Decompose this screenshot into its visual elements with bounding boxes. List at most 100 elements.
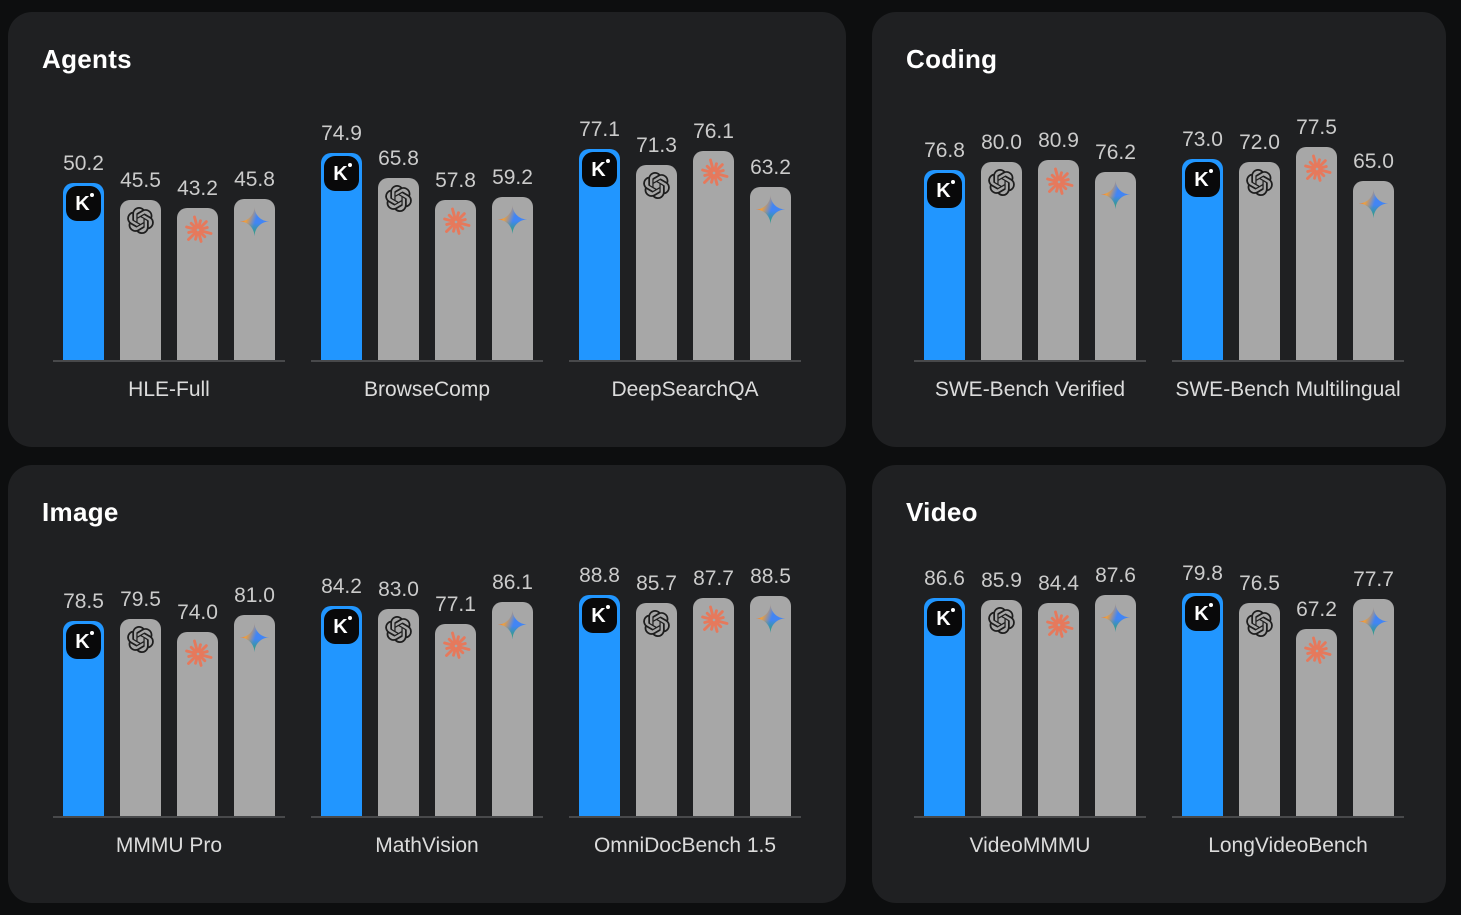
kimi-k-badge-icon: K xyxy=(927,173,962,208)
benchmark-group: 77.1 K 71.3 76.1 63.2 DeepSearchQA xyxy=(569,118,801,402)
benchmark-label: MMMU Pro xyxy=(115,834,223,857)
bar-with-value: 76.5 xyxy=(1239,572,1280,816)
gemini-bar xyxy=(492,197,533,360)
kimi-badge: K xyxy=(324,156,359,191)
agents-panel: Agents 50.2 K 45.5 43.2 45.8 HLE-Full 74.9 K 65.… xyxy=(8,12,846,447)
kimi-dot xyxy=(951,180,955,184)
bar-with-value: 86.1 xyxy=(492,571,533,816)
kimi-badge: K xyxy=(324,609,359,644)
bar-value-label: 43.2 xyxy=(177,177,218,200)
gemini-bar xyxy=(750,187,791,360)
bar-value-label: 65.0 xyxy=(1353,150,1394,173)
bar-with-value: 85.9 xyxy=(981,569,1022,816)
panel-title-video: Video xyxy=(906,497,978,527)
bar-with-value: 86.6 K xyxy=(924,567,965,816)
kimi-bar: K xyxy=(63,183,104,360)
claude-starburst-icon xyxy=(1044,610,1074,640)
gemini-star-icon xyxy=(1358,188,1389,219)
openai-bar xyxy=(378,178,419,360)
bar-with-value: 73.0 K xyxy=(1182,128,1223,360)
kimi-k-badge-icon: K xyxy=(324,156,359,191)
gemini-star-icon xyxy=(497,204,528,235)
claude-starburst-icon xyxy=(1044,167,1074,197)
bar-with-value: 81.0 xyxy=(234,584,275,816)
bar-value-label: 86.6 xyxy=(924,567,965,590)
openai-logo-icon xyxy=(385,185,412,212)
openai-logo-icon xyxy=(988,169,1015,196)
kimi-dot xyxy=(348,616,352,620)
bar-value-label: 67.2 xyxy=(1296,598,1337,621)
bar-value-label: 76.2 xyxy=(1095,141,1136,164)
bar-cluster-with-baseline: 74.9 K 65.8 57.8 59.2 xyxy=(311,122,543,362)
openai-logo-icon xyxy=(385,616,412,643)
kimi-dot xyxy=(606,605,610,609)
bar-value-label: 65.8 xyxy=(378,147,419,170)
bar-with-value: 87.6 xyxy=(1095,564,1136,816)
bar-value-label: 72.0 xyxy=(1239,131,1280,154)
bar-value-label: 77.1 xyxy=(579,118,620,141)
bar-value-label: 80.9 xyxy=(1038,129,1079,152)
bar-value-label: 87.7 xyxy=(693,567,734,590)
kimi-k-letter: K xyxy=(1194,169,1209,191)
claude-bar xyxy=(435,624,476,816)
kimi-k-letter: K xyxy=(75,631,90,653)
benchmark-label: VideoMMMU xyxy=(969,834,1091,857)
bar-with-value: 65.8 xyxy=(378,147,419,360)
kimi-k-letter: K xyxy=(936,180,951,202)
gemini-star-icon xyxy=(1100,602,1131,633)
kimi-bar: K xyxy=(63,621,104,816)
kimi-bar: K xyxy=(579,149,620,360)
gemini-star-icon xyxy=(755,194,786,225)
bar-cluster-with-baseline: 79.8 K 76.5 67.2 77.7 xyxy=(1172,562,1404,818)
bar-value-label: 57.8 xyxy=(435,169,476,192)
bar-value-label: 81.0 xyxy=(234,584,275,607)
video-panel: Video 86.6 K 85.9 84.4 87.6 VideoMMMU 79.8 K 76.… xyxy=(872,465,1446,903)
openai-bar xyxy=(120,200,161,360)
coding-chart: 76.8 K 80.0 80.9 76.2 SWE-Bench Verified 73.0 K… xyxy=(872,116,1446,402)
claude-bar xyxy=(1296,629,1337,816)
kimi-k-badge-icon: K xyxy=(582,152,617,187)
bar-value-label: 71.3 xyxy=(636,134,677,157)
benchmark-label: SWE-Bench Multilingual xyxy=(1175,378,1401,401)
kimi-badge: K xyxy=(582,152,617,187)
openai-bar xyxy=(1239,603,1280,816)
coding-panel: Coding 76.8 K 80.0 80.9 76.2 SWE-Bench Verifi… xyxy=(872,12,1446,447)
kimi-badge: K xyxy=(927,173,962,208)
kimi-dot xyxy=(606,159,610,163)
bar-value-label: 88.8 xyxy=(579,564,620,587)
bar-value-label: 63.2 xyxy=(750,156,791,179)
kimi-k-badge-icon: K xyxy=(582,598,617,633)
image-panel: Image 78.5 K 79.5 74.0 81.0 MMMU Pro 84.2 K 83.0… xyxy=(8,465,846,903)
video-chart: 86.6 K 85.9 84.4 87.6 VideoMMMU 79.8 K 76.5 67.2 7… xyxy=(872,562,1446,858)
bar-with-value: 50.2 K xyxy=(63,152,104,360)
claude-bar xyxy=(693,151,734,360)
bar-with-value: 77.7 xyxy=(1353,568,1394,816)
bar-cluster-with-baseline: 77.1 K 71.3 76.1 63.2 xyxy=(569,118,801,362)
bar-with-value: 83.0 xyxy=(378,578,419,816)
bar-with-value: 76.1 xyxy=(693,120,734,360)
openai-bar xyxy=(636,603,677,816)
kimi-badge: K xyxy=(1185,596,1220,631)
bar-with-value: 67.2 xyxy=(1296,598,1337,816)
gemini-bar xyxy=(1095,595,1136,816)
bar-with-value: 76.2 xyxy=(1095,141,1136,360)
bar-with-value: 77.5 xyxy=(1296,116,1337,360)
bar-value-label: 73.0 xyxy=(1182,128,1223,151)
bar-value-label: 84.4 xyxy=(1038,572,1079,595)
bar-with-value: 74.9 K xyxy=(321,122,362,360)
benchmark-group: 73.0 K 72.0 77.5 65.0 SWE-Bench Multilingual xyxy=(1172,116,1404,402)
bar-value-label: 77.5 xyxy=(1296,116,1337,139)
gemini-star-icon xyxy=(1358,606,1389,637)
bar-value-label: 79.5 xyxy=(120,588,161,611)
gemini-bar xyxy=(1095,172,1136,360)
benchmark-group: 74.9 K 65.8 57.8 59.2 BrowseComp xyxy=(311,122,543,402)
kimi-k-letter: K xyxy=(591,605,606,627)
bar-value-label: 87.6 xyxy=(1095,564,1136,587)
bar-cluster-with-baseline: 50.2 K 45.5 43.2 45.8 xyxy=(53,152,285,362)
openai-logo-icon xyxy=(643,172,670,199)
openai-logo-icon xyxy=(127,626,154,653)
bar-with-value: 80.0 xyxy=(981,131,1022,360)
kimi-dot xyxy=(1209,169,1213,173)
bar-value-label: 78.5 xyxy=(63,590,104,613)
bar-with-value: 85.7 xyxy=(636,572,677,816)
